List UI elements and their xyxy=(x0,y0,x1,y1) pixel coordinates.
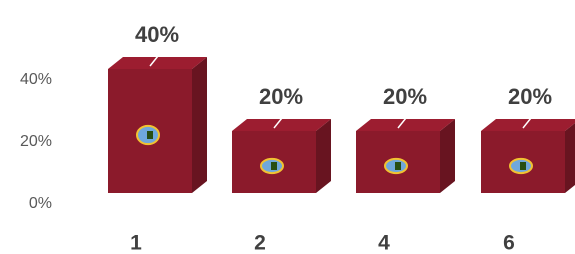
y-tick-label: 0% xyxy=(29,195,52,212)
bar-top xyxy=(356,119,455,131)
bar-decoration xyxy=(520,162,526,170)
y-tick-label: 20% xyxy=(20,133,52,150)
bar-decoration xyxy=(395,162,401,170)
bar-side xyxy=(440,119,455,193)
y-tick-label: 40% xyxy=(20,71,52,88)
x-tick-label: 1 xyxy=(130,232,142,254)
value-label: 20% xyxy=(259,84,303,109)
chart: 0% 20% 40% 40% 1 20% 2 20% 4 20% 6 xyxy=(0,0,575,254)
value-label: 20% xyxy=(383,84,427,109)
value-label: 20% xyxy=(508,84,552,109)
bar-top xyxy=(108,57,207,69)
value-label: 40% xyxy=(135,22,179,47)
bar-decoration xyxy=(271,162,277,170)
bar-decoration xyxy=(147,131,153,139)
bar-top xyxy=(232,119,331,131)
bar-side xyxy=(565,119,575,193)
x-tick-label: 6 xyxy=(503,232,515,254)
x-tick-label: 2 xyxy=(254,232,266,254)
x-tick-label: 4 xyxy=(378,232,390,254)
bar-side xyxy=(192,57,207,193)
bar-side xyxy=(316,119,331,193)
